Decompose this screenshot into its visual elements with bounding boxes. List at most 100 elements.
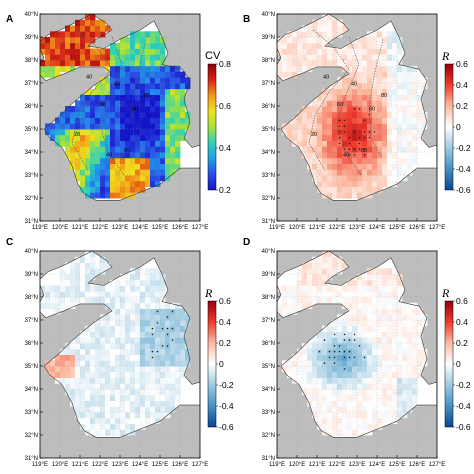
grid-cell xyxy=(337,297,343,304)
grid-cell xyxy=(392,77,398,84)
grid-cell xyxy=(130,94,136,101)
grid-cell xyxy=(332,320,338,327)
lat-label: 33°N xyxy=(25,410,38,416)
grid-cell xyxy=(377,417,383,424)
grid-cell xyxy=(352,406,358,413)
grid-cell xyxy=(185,314,191,321)
grid-cell xyxy=(155,285,161,292)
grid-cell xyxy=(130,117,136,124)
grid-cell xyxy=(100,60,106,67)
grid-cell xyxy=(155,152,161,159)
grid-cell xyxy=(100,140,106,147)
grid-cell xyxy=(382,100,388,107)
grid-cell xyxy=(327,88,333,95)
grid-cell xyxy=(317,417,323,424)
grid-cell xyxy=(357,389,363,396)
panel-a: 60 40 60 80 20 40 60 40 40°N 39°N 38°N 37°N 36°N 35°N… xyxy=(0,0,237,237)
grid-cell xyxy=(372,157,378,164)
grid-cell xyxy=(367,169,373,176)
grid-cell xyxy=(307,146,313,153)
grid-cell xyxy=(65,348,71,355)
grid-cell xyxy=(135,60,141,67)
grid-cell xyxy=(342,423,348,430)
grid-cell xyxy=(80,297,86,304)
grid-cell xyxy=(397,394,403,401)
grid-cell xyxy=(307,279,313,286)
grid-cell xyxy=(322,175,328,182)
grid-cell xyxy=(382,152,388,159)
grid-cell xyxy=(105,366,111,373)
grid-cell xyxy=(337,48,343,55)
grid-cell xyxy=(110,406,116,413)
grid-cell xyxy=(180,111,186,118)
grid-cell xyxy=(417,123,423,130)
grid-cell xyxy=(322,19,328,26)
grid-cell xyxy=(392,360,398,367)
grid-cell xyxy=(317,268,323,275)
grid-cell xyxy=(145,348,151,355)
grid-cell xyxy=(50,291,56,298)
grid-cell xyxy=(352,134,358,141)
grid-cell xyxy=(347,42,353,49)
grid-cell xyxy=(110,65,116,72)
grid-cell xyxy=(50,308,56,315)
grid-cell xyxy=(372,423,378,430)
grid-cell xyxy=(367,274,373,281)
grid-cell xyxy=(125,111,131,118)
grid-cell xyxy=(397,308,403,315)
grid-cell xyxy=(130,175,136,182)
grid-cell xyxy=(150,389,156,396)
grid-cell xyxy=(297,302,303,309)
grid-cell xyxy=(377,337,383,344)
grid-cell xyxy=(125,48,131,55)
grid-cell xyxy=(412,331,418,338)
grid-cell xyxy=(115,383,121,390)
lat-label: 31°N xyxy=(25,456,38,462)
grid-cell xyxy=(387,268,393,275)
grid-cell xyxy=(367,383,373,390)
grid-cell xyxy=(110,412,116,419)
grid-cell xyxy=(317,291,323,298)
grid-cell xyxy=(372,65,378,72)
lat-label: 36°N xyxy=(25,341,38,347)
grid-cell xyxy=(357,337,363,344)
grid-cell xyxy=(175,140,181,147)
grid-cell xyxy=(75,279,81,286)
grid-cell xyxy=(125,343,131,350)
grid-cell xyxy=(65,354,71,361)
grid-cell xyxy=(282,42,288,49)
grid-cell xyxy=(170,377,176,384)
grid-cell xyxy=(317,343,323,350)
grid-cell xyxy=(297,123,303,130)
lon-label: 124°E xyxy=(132,225,148,231)
grid-cell xyxy=(135,37,141,44)
grid-cell xyxy=(135,377,141,384)
grid-cell xyxy=(130,285,136,292)
grid-cell xyxy=(150,111,156,118)
grid-cell xyxy=(322,394,328,401)
grid-cell xyxy=(352,186,358,193)
grid-cell xyxy=(362,429,368,436)
grid-cell xyxy=(332,157,338,164)
grid-cell xyxy=(352,389,358,396)
grid-cell xyxy=(105,297,111,304)
grid-cell xyxy=(312,285,318,292)
grid-cell xyxy=(100,129,106,136)
grid-cell xyxy=(80,140,86,147)
grid-cell xyxy=(150,60,156,67)
grid-cell xyxy=(175,302,181,309)
grid-cell xyxy=(90,14,96,21)
grid-cell xyxy=(307,157,313,164)
grid-cell xyxy=(367,320,373,327)
grid-cell xyxy=(80,94,86,101)
grid-cell xyxy=(90,354,96,361)
grid-cell xyxy=(337,54,343,61)
grid-cell xyxy=(85,262,91,269)
grid-cell xyxy=(175,146,181,153)
grid-cell xyxy=(120,394,126,401)
grid-cell xyxy=(95,331,101,338)
significance-dot xyxy=(328,356,331,359)
grid-cell xyxy=(115,152,121,159)
grid-cell xyxy=(155,146,161,153)
grid-cell xyxy=(110,337,116,344)
